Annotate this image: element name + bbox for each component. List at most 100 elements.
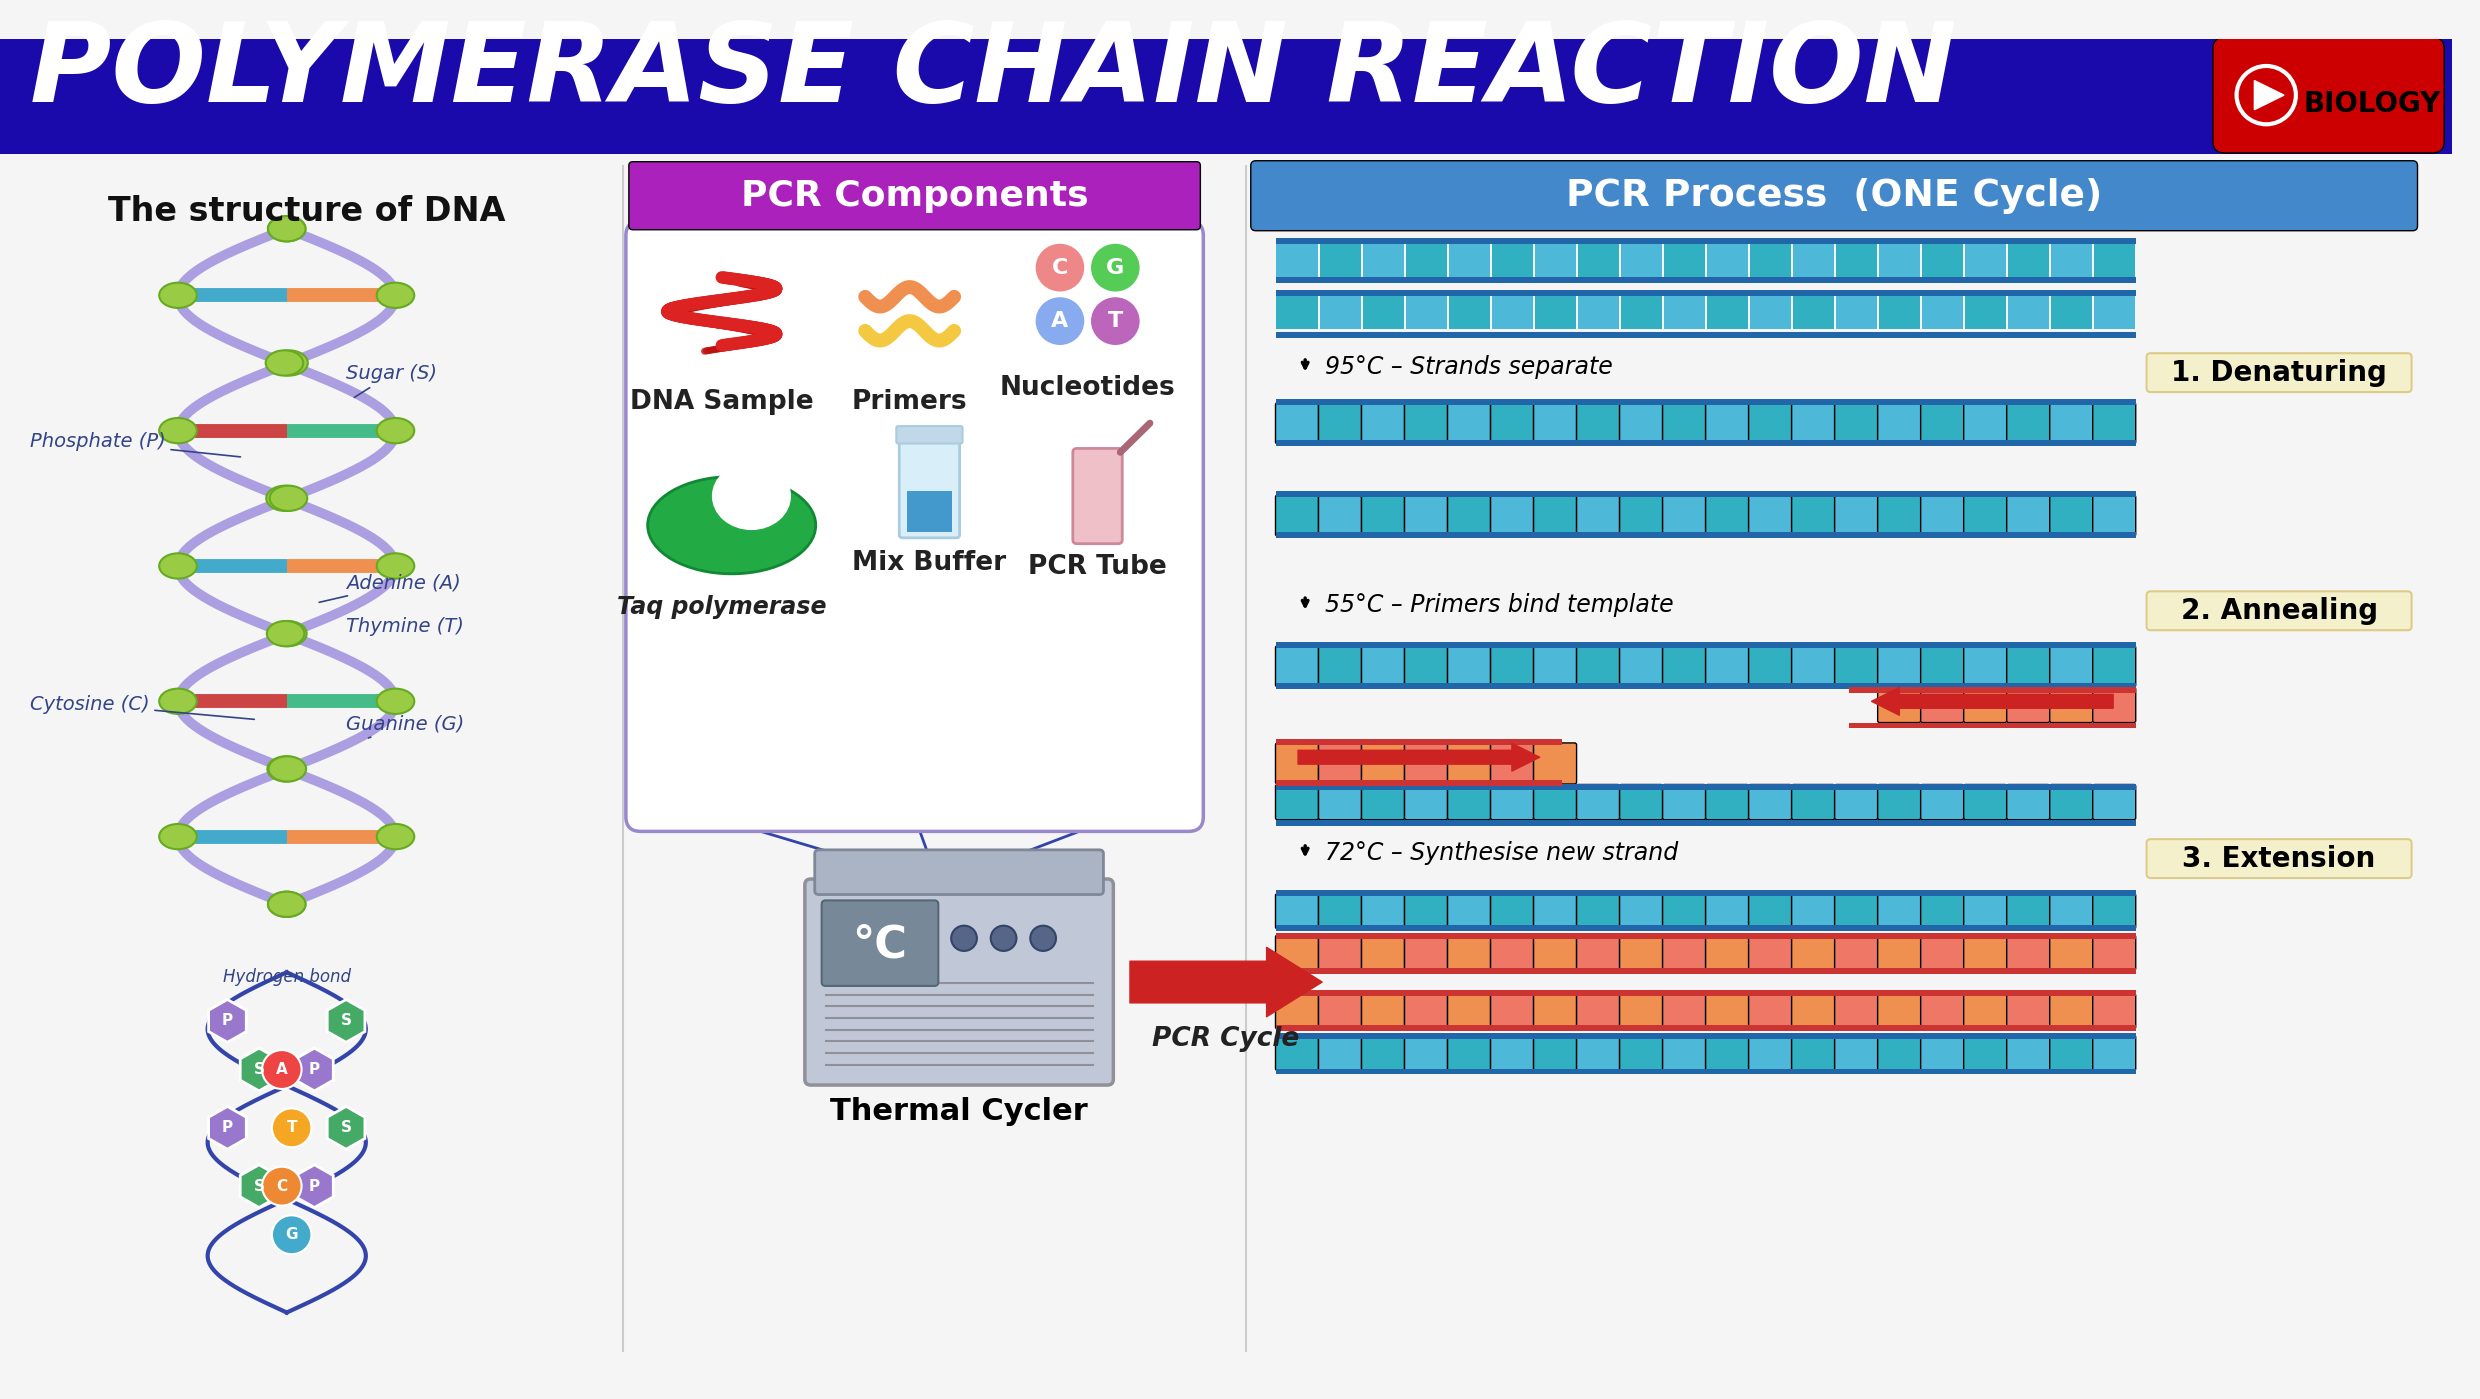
FancyBboxPatch shape bbox=[2148, 592, 2411, 630]
FancyBboxPatch shape bbox=[1319, 894, 1362, 929]
Bar bbox=[1835, 242, 1877, 280]
FancyBboxPatch shape bbox=[1791, 935, 1835, 971]
Bar bbox=[1362, 242, 1404, 280]
Text: Phosphate (P): Phosphate (P) bbox=[30, 432, 241, 457]
Bar bbox=[1706, 292, 1748, 329]
Bar bbox=[2051, 292, 2091, 329]
Bar bbox=[1275, 739, 1562, 744]
FancyBboxPatch shape bbox=[2006, 1035, 2048, 1070]
Bar bbox=[0, 39, 2453, 154]
Text: 3. Extension: 3. Extension bbox=[2182, 845, 2376, 873]
Text: Thermal Cycler: Thermal Cycler bbox=[831, 1097, 1089, 1126]
FancyBboxPatch shape bbox=[816, 849, 1104, 894]
FancyBboxPatch shape bbox=[1074, 449, 1123, 544]
FancyBboxPatch shape bbox=[1448, 743, 1490, 783]
Bar bbox=[1922, 242, 1962, 280]
Text: PCR Process  (ONE Cycle): PCR Process (ONE Cycle) bbox=[1565, 178, 2103, 214]
Ellipse shape bbox=[270, 621, 308, 646]
FancyBboxPatch shape bbox=[1662, 1035, 1706, 1070]
FancyBboxPatch shape bbox=[1533, 935, 1577, 971]
FancyBboxPatch shape bbox=[1706, 403, 1748, 443]
FancyBboxPatch shape bbox=[1319, 403, 1362, 443]
FancyBboxPatch shape bbox=[1490, 1035, 1533, 1070]
Ellipse shape bbox=[647, 477, 816, 574]
FancyBboxPatch shape bbox=[1448, 993, 1490, 1030]
Bar bbox=[1275, 781, 1562, 786]
FancyBboxPatch shape bbox=[1662, 993, 1706, 1030]
Text: P: P bbox=[221, 1013, 233, 1028]
Text: Thymine (T): Thymine (T) bbox=[347, 617, 464, 637]
Text: PCR Components: PCR Components bbox=[742, 179, 1089, 213]
Ellipse shape bbox=[270, 350, 308, 375]
Ellipse shape bbox=[268, 757, 305, 782]
FancyBboxPatch shape bbox=[1362, 785, 1404, 820]
FancyBboxPatch shape bbox=[1964, 1035, 2006, 1070]
Ellipse shape bbox=[377, 418, 414, 443]
FancyBboxPatch shape bbox=[1448, 935, 1490, 971]
FancyBboxPatch shape bbox=[1964, 646, 2006, 687]
Bar bbox=[1275, 1025, 2135, 1031]
Bar bbox=[1275, 820, 2135, 825]
Text: P: P bbox=[310, 1178, 320, 1193]
FancyBboxPatch shape bbox=[1920, 993, 1964, 1030]
Bar bbox=[1577, 292, 1619, 329]
Text: 95°C – Strands separate: 95°C – Strands separate bbox=[1324, 355, 1612, 379]
Bar bbox=[1490, 292, 1533, 329]
Polygon shape bbox=[2254, 81, 2284, 109]
FancyBboxPatch shape bbox=[1920, 894, 1964, 929]
FancyBboxPatch shape bbox=[1362, 743, 1404, 783]
FancyBboxPatch shape bbox=[1619, 785, 1662, 820]
Circle shape bbox=[263, 1167, 303, 1206]
FancyBboxPatch shape bbox=[1250, 161, 2418, 231]
Ellipse shape bbox=[377, 824, 414, 849]
FancyBboxPatch shape bbox=[1791, 1035, 1835, 1070]
Text: BIOLOGY: BIOLOGY bbox=[2304, 90, 2440, 118]
FancyBboxPatch shape bbox=[1877, 894, 1920, 929]
Text: G: G bbox=[1106, 257, 1123, 277]
Bar bbox=[1275, 332, 2135, 337]
FancyBboxPatch shape bbox=[1920, 1035, 1964, 1070]
FancyBboxPatch shape bbox=[1619, 1035, 1662, 1070]
FancyBboxPatch shape bbox=[2093, 1035, 2135, 1070]
FancyBboxPatch shape bbox=[2048, 495, 2093, 536]
FancyBboxPatch shape bbox=[1791, 894, 1835, 929]
FancyBboxPatch shape bbox=[821, 901, 937, 986]
FancyBboxPatch shape bbox=[1319, 785, 1362, 820]
FancyBboxPatch shape bbox=[1619, 403, 1662, 443]
Bar bbox=[1706, 242, 1748, 280]
FancyBboxPatch shape bbox=[1835, 993, 1877, 1030]
Ellipse shape bbox=[268, 757, 305, 782]
Bar bbox=[1275, 290, 2135, 295]
Ellipse shape bbox=[265, 350, 303, 375]
Text: Primers: Primers bbox=[851, 389, 967, 416]
FancyBboxPatch shape bbox=[1748, 785, 1791, 820]
Bar bbox=[908, 491, 952, 532]
FancyBboxPatch shape bbox=[1619, 646, 1662, 687]
FancyBboxPatch shape bbox=[1748, 993, 1791, 1030]
FancyBboxPatch shape bbox=[1835, 785, 1877, 820]
FancyBboxPatch shape bbox=[2148, 353, 2411, 392]
Text: P: P bbox=[221, 1121, 233, 1136]
FancyBboxPatch shape bbox=[1662, 646, 1706, 687]
FancyBboxPatch shape bbox=[630, 162, 1200, 229]
Text: 72°C – Synthesise new strand: 72°C – Synthesise new strand bbox=[1324, 841, 1679, 865]
FancyBboxPatch shape bbox=[1964, 935, 2006, 971]
FancyBboxPatch shape bbox=[1964, 687, 2006, 722]
Bar bbox=[1748, 292, 1791, 329]
FancyBboxPatch shape bbox=[1706, 894, 1748, 929]
FancyBboxPatch shape bbox=[1275, 894, 1319, 929]
Bar bbox=[1748, 242, 1791, 280]
Text: Mix Buffer: Mix Buffer bbox=[853, 550, 1007, 576]
FancyBboxPatch shape bbox=[1533, 894, 1577, 929]
FancyBboxPatch shape bbox=[1533, 403, 1577, 443]
Text: 1. Denaturing: 1. Denaturing bbox=[2170, 358, 2388, 386]
Bar bbox=[1275, 890, 2135, 895]
FancyBboxPatch shape bbox=[1533, 993, 1577, 1030]
Text: S: S bbox=[253, 1178, 265, 1193]
Ellipse shape bbox=[270, 485, 308, 511]
Text: C: C bbox=[275, 1178, 288, 1193]
FancyBboxPatch shape bbox=[1619, 993, 1662, 1030]
FancyBboxPatch shape bbox=[1791, 495, 1835, 536]
FancyBboxPatch shape bbox=[1748, 935, 1791, 971]
FancyBboxPatch shape bbox=[1275, 403, 1319, 443]
